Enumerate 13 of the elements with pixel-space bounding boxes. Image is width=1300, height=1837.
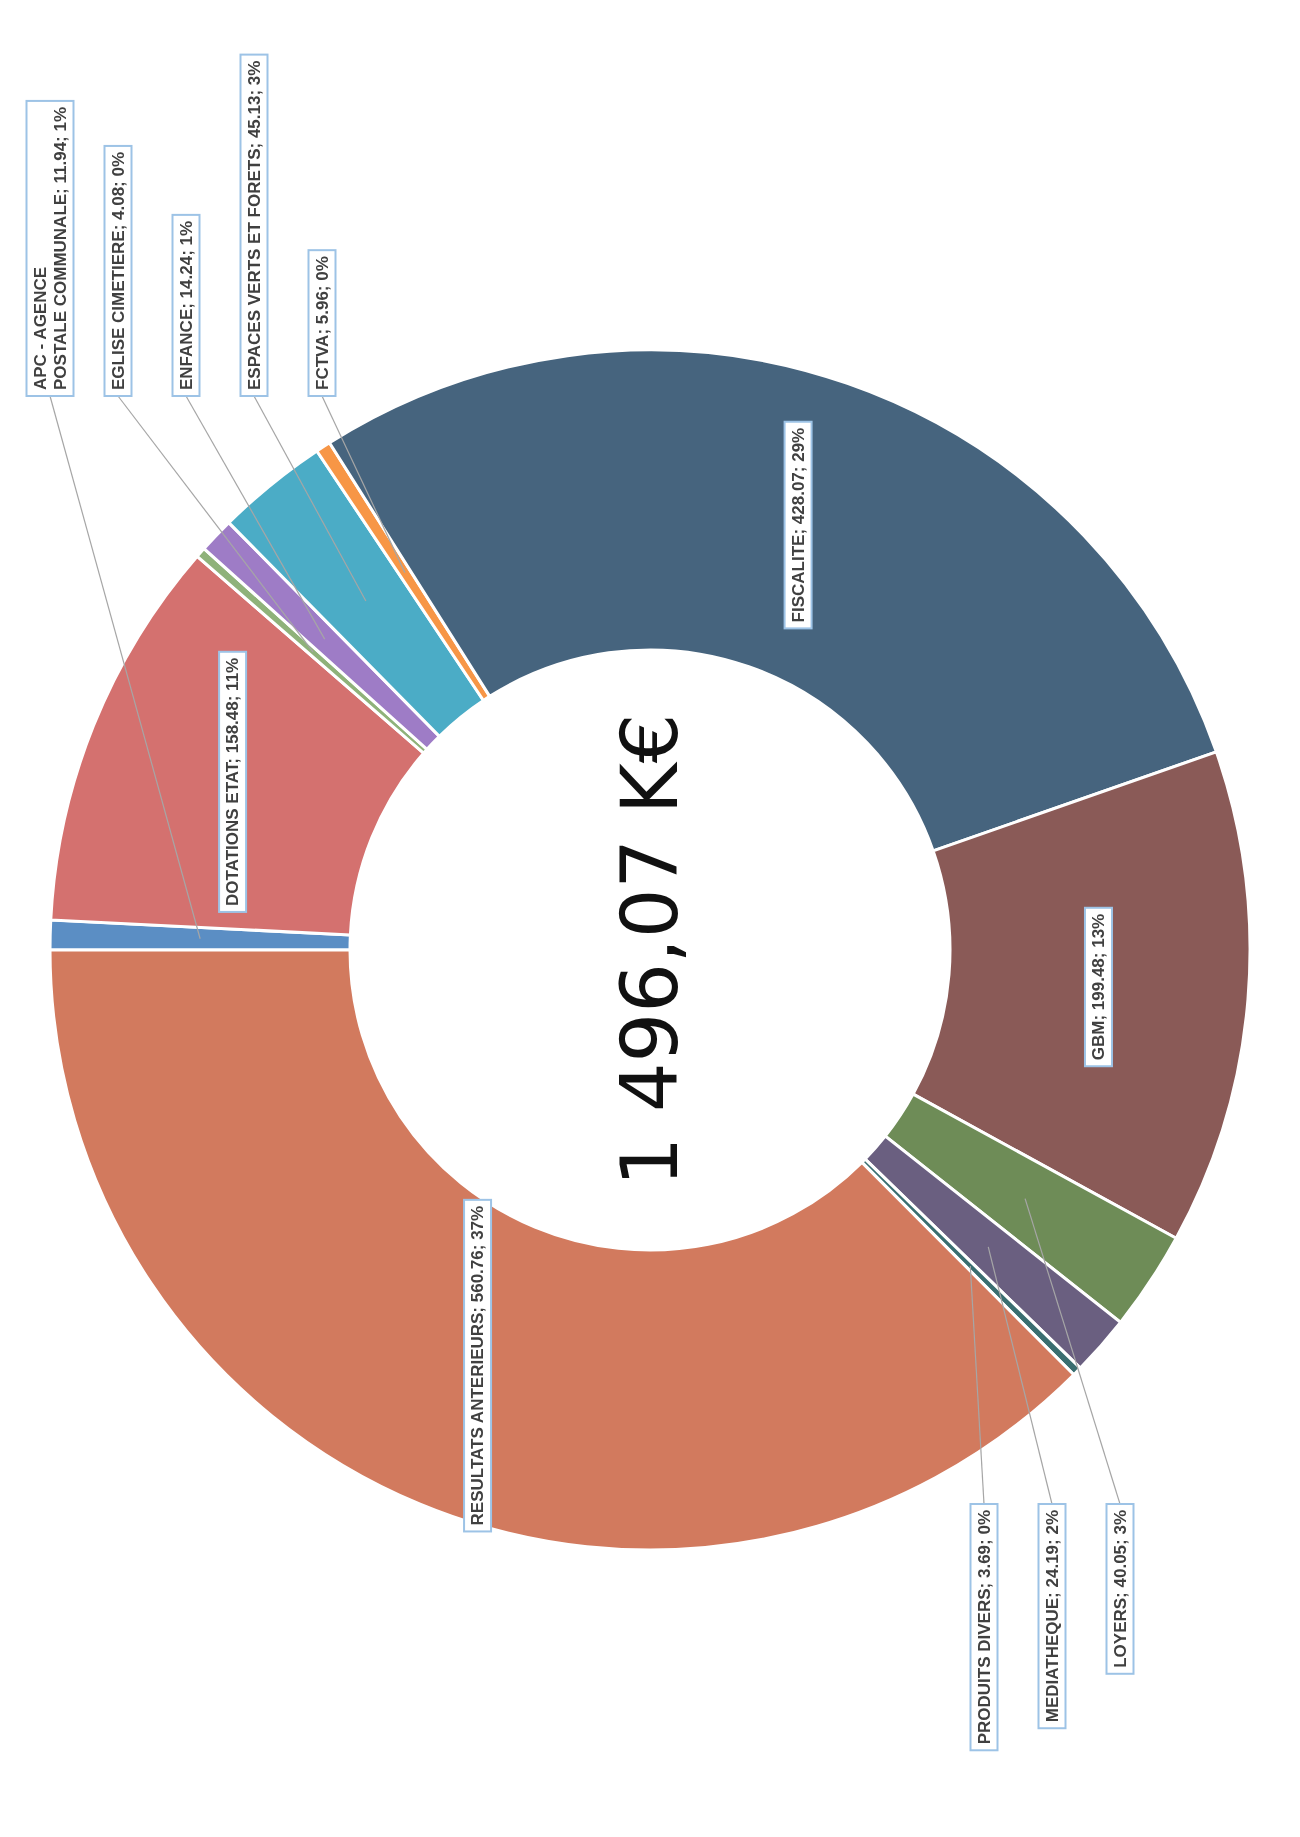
slice-label: MEDIATHEQUE; 24.19; 2% xyxy=(1042,1510,1062,1723)
slice-label: DOTATIONS ETAT; 158.48; 11% xyxy=(223,657,243,906)
slice-label: RESULTATS ANTERIEURS; 560.76; 37% xyxy=(468,1205,488,1526)
slice-label: EGLISE CIMETIERE; 4.08; 0% xyxy=(108,151,128,390)
slice-label: PRODUITS DIVERS; 3.69; 0% xyxy=(974,1510,994,1745)
slice-label: FISCALITE; 428.07; 29% xyxy=(788,427,808,623)
text: 1 496,07 K€ xyxy=(605,713,695,1187)
slice-label: ESPACES VERTS ET FORETS; 45.13; 3% xyxy=(244,60,264,390)
slice-label: FCTVA; 5.96; 0% xyxy=(312,256,332,390)
slice-label: GBM; 199.48; 13% xyxy=(1088,913,1108,1061)
slice-label: LOYERS; 40.05; 3% xyxy=(1110,1510,1130,1668)
slice-label: APC - AGENCE POSTALE COMMUNALE; 11.94; 1% xyxy=(30,106,70,390)
slice-label: ENFANCE; 14.24; 1% xyxy=(176,220,196,390)
